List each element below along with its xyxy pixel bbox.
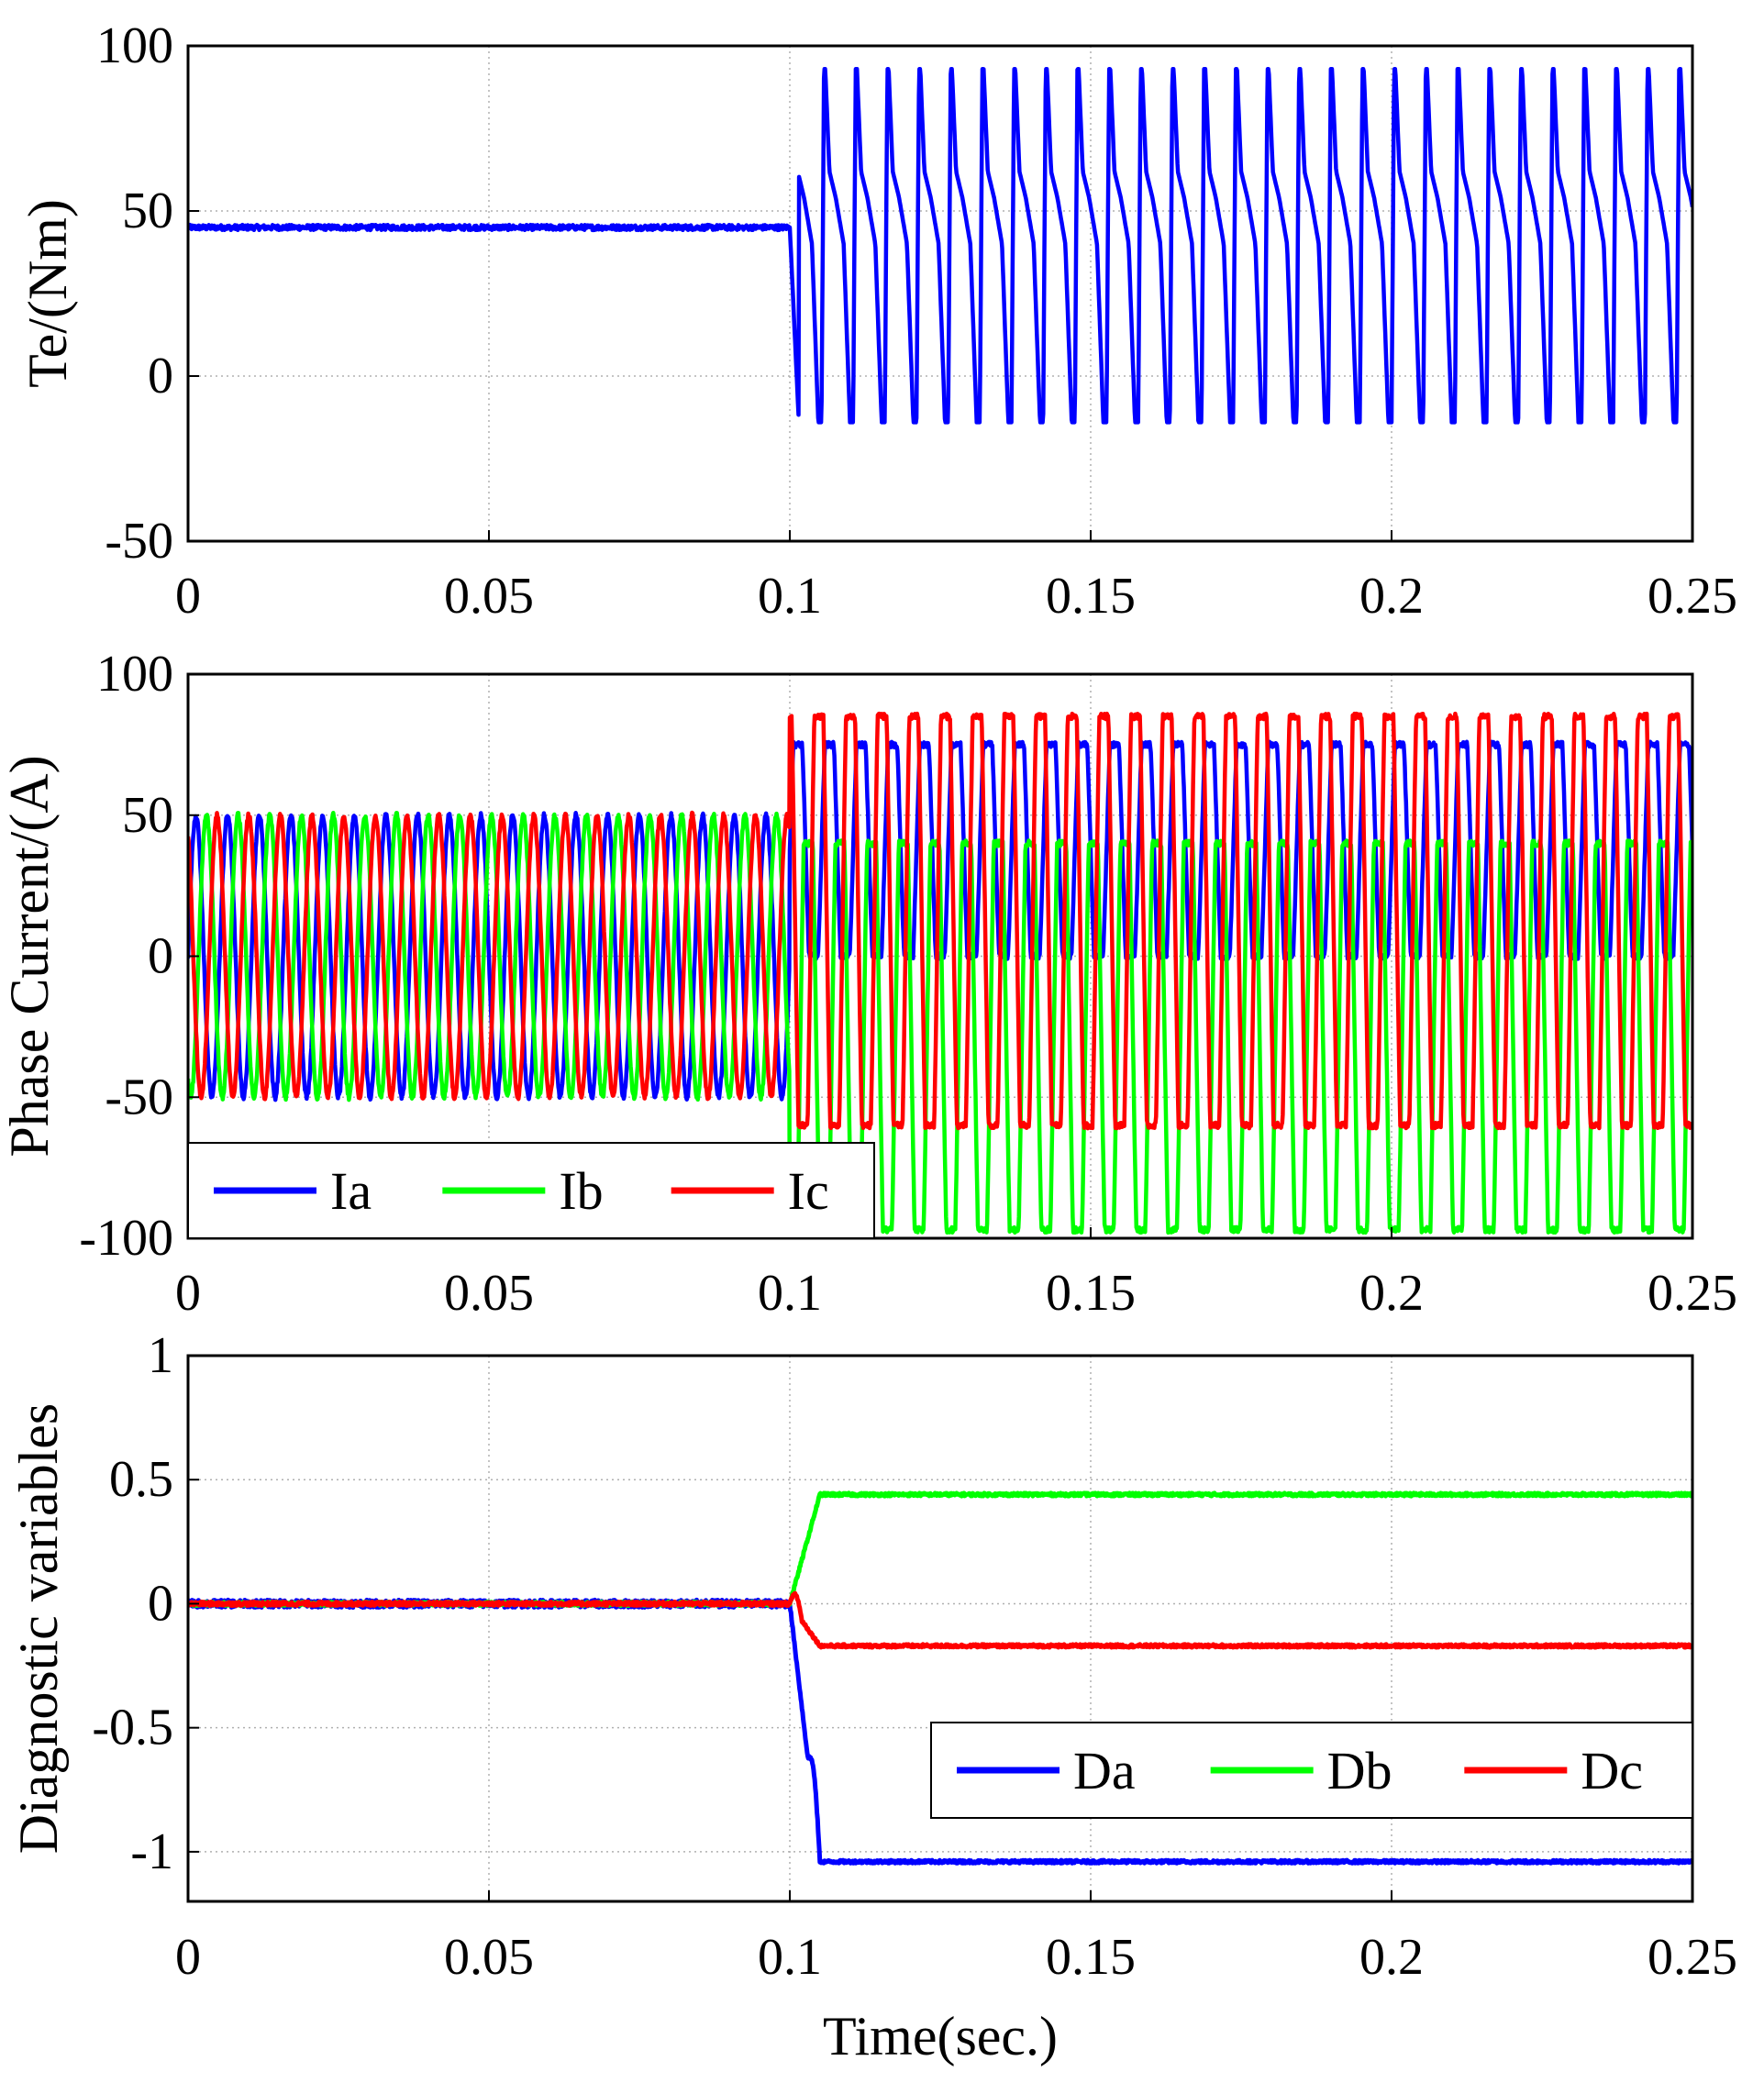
y-tick-label: -50 xyxy=(105,1069,173,1125)
x-tick-label: 0.2 xyxy=(1359,568,1424,625)
y-tick-label: 0 xyxy=(148,1575,173,1632)
x-tick-label: 0.25 xyxy=(1648,1265,1737,1322)
plot-area xyxy=(188,1356,1692,1901)
x-tick-label: 0.15 xyxy=(1046,1929,1136,1986)
chart-diagnostic: 0 0.05 0.1 0.15 0.2 0.25 -1 -0.5 0 0.5 1 Diagnostic… xyxy=(8,1327,1737,2066)
x-tick-label: 0.05 xyxy=(444,1929,534,1986)
y-tick-label: 100 xyxy=(96,646,173,703)
plot-frame xyxy=(186,44,1694,543)
y-axis-title: Diagnostic variables xyxy=(8,1403,69,1855)
y-tick-label: -50 xyxy=(105,513,173,570)
series-line-te xyxy=(188,66,1692,425)
y-axis-title: Phase Current/(A) xyxy=(0,755,60,1157)
y-tick-label: 0 xyxy=(148,348,173,404)
chart-phase_current: 0 0.05 0.1 0.15 0.2 0.25 -100 -50 0 50 100 Phase Cu… xyxy=(0,646,1737,1322)
y-tick-label: 50 xyxy=(122,183,173,239)
legend: Da Db Dc xyxy=(930,1722,1693,1819)
x-tick-label: 0.15 xyxy=(1046,568,1136,625)
x-tick-label: 0 xyxy=(175,1265,201,1322)
plot-frame xyxy=(186,1354,1694,1903)
x-tick-label: 0.25 xyxy=(1648,1929,1737,1986)
series-line-ic xyxy=(188,711,1692,1131)
y-tick-label: 100 xyxy=(96,17,173,74)
legend-label-da: Da xyxy=(1073,1741,1136,1800)
x-tick-label: 0.05 xyxy=(444,1265,534,1322)
legend: Ia Ib Ic xyxy=(187,1142,875,1239)
y-axis-title: Te/(Nm) xyxy=(17,199,78,388)
legend-label-db: Db xyxy=(1327,1741,1392,1800)
x-tick-label: 0 xyxy=(175,1929,201,1986)
x-tick-label: 0 xyxy=(175,568,201,625)
x-tick-label: 0.15 xyxy=(1046,1265,1136,1322)
x-tick-label: 0.05 xyxy=(444,568,534,625)
y-tick-label: 50 xyxy=(122,787,173,844)
series-line-dc xyxy=(188,1590,1692,1650)
x-tick-label: 0.2 xyxy=(1359,1929,1424,1986)
x-tick-label: 0.1 xyxy=(758,568,822,625)
x-axis-title: Time(sec.) xyxy=(823,2006,1058,2066)
legend-label-ia: Ia xyxy=(330,1161,372,1221)
y-tick-label: -1 xyxy=(130,1823,173,1880)
legend-label-dc: Dc xyxy=(1581,1741,1643,1800)
series-group xyxy=(188,711,1692,1235)
x-tick-label: 0.1 xyxy=(758,1929,822,1986)
y-tick-label: 0.5 xyxy=(109,1451,173,1508)
series-group xyxy=(188,1490,1692,1866)
y-tick-label: -100 xyxy=(79,1210,173,1267)
series-group xyxy=(188,66,1692,425)
x-tick-label: 0.25 xyxy=(1648,568,1737,625)
x-tick-label: 0.1 xyxy=(758,1265,822,1322)
y-tick-label: 1 xyxy=(148,1327,173,1384)
y-tick-label: 0 xyxy=(148,928,173,985)
legend-label-ib: Ib xyxy=(559,1161,603,1221)
y-tick-label: -0.5 xyxy=(92,1700,173,1756)
x-tick-label: 0.2 xyxy=(1359,1265,1424,1322)
legend-label-ic: Ic xyxy=(788,1161,829,1221)
